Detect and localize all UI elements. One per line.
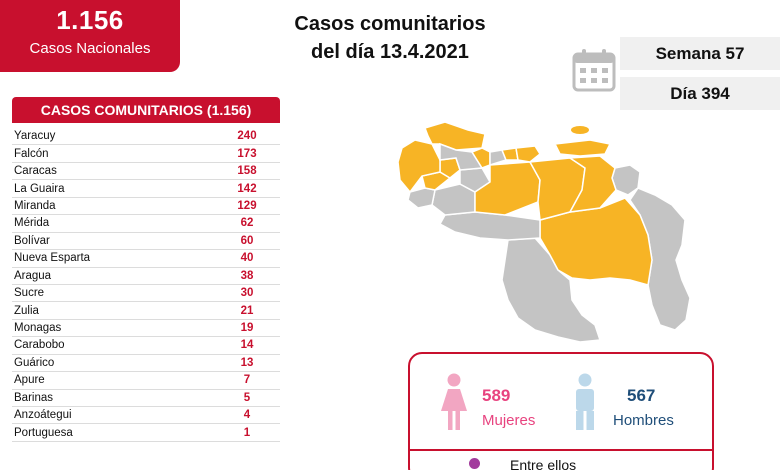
state-name: Caracas [14,165,57,178]
national-cases-banner: 1.156 Casos Nacionales [0,0,180,72]
calendar-icon [572,49,616,92]
national-cases-count: 1.156 [56,5,124,35]
footer-text: Entre ellos [510,457,577,470]
table-row: Anzoátegui 4 [12,407,280,425]
table-row: Zulia 21 [12,302,280,320]
table-row: Nueva Esparta 40 [12,250,280,268]
state-cases: 40 [240,252,254,265]
state-name: Miranda [14,199,56,212]
state-name: Sucre [14,287,45,300]
page-title: Casos comunitarios del día 13.4.2021 [250,10,530,66]
national-cases-label: Casos Nacionales [29,40,151,57]
map-state-zulia [397,139,441,194]
cases-table: Yaracuy 240 Falcón 173 Caracas 158 La Guaira 14… [12,128,280,442]
men-label: Hombres [613,412,674,429]
state-cases: 158 [237,165,257,178]
state-name: Bolívar [14,234,50,247]
venezuela-map [397,121,691,343]
state-cases: 30 [240,287,254,300]
state-cases: 13 [240,356,254,369]
state-cases: 4 [243,409,251,422]
woman-icon [441,373,467,430]
map-state-miranda [515,145,541,163]
state-cases: 60 [240,234,254,247]
state-cases: 173 [237,147,257,160]
state-cases: 129 [237,199,257,212]
gender-panel-divider [410,449,712,451]
state-name: La Guaira [14,182,65,195]
table-row: Mérida 62 [12,215,280,233]
title-line-1: Casos comunitarios [294,13,486,35]
state-cases: 5 [243,391,251,404]
state-cases: 7 [243,374,251,387]
state-cases: 240 [237,130,257,143]
table-row: Caracas 158 [12,163,280,181]
map-state-falcon [424,121,486,151]
table-row: Aragua 38 [12,268,280,285]
map-state-monagas [567,155,617,213]
table-row: Yaracuy 240 [12,128,280,146]
table-row: Carabobo 14 [12,337,280,355]
table-row: Portuguesa 1 [12,424,280,442]
state-name: Aragua [14,269,52,282]
state-cases: 38 [240,269,254,282]
state-name: Nueva Esparta [14,252,91,265]
table-header: CASOS COMUNITARIOS (1.156) [12,97,280,123]
state-name: Falcón [14,147,49,160]
table-row: Bolívar 60 [12,233,280,251]
table-row: Monagas 19 [12,320,280,338]
day-indicator: Día 394 [620,77,780,110]
state-name: Carabobo [14,339,65,352]
table-row: Sucre 30 [12,285,280,303]
table-row: Falcón 173 [12,145,280,163]
table-row: Guárico 13 [12,355,280,373]
state-name: Monagas [14,322,62,335]
map-state-guarico [474,161,541,216]
table-row: La Guaira 142 [12,180,280,198]
state-name: Anzoátegui [14,409,72,422]
state-name: Barinas [14,391,53,404]
state-cases: 1 [243,426,251,439]
table-row: Miranda 129 [12,198,280,216]
state-name: Zulia [14,304,39,317]
women-label: Mujeres [482,412,536,429]
map-state-apure [438,211,541,241]
man-icon [576,373,594,430]
state-name: Portuguesa [14,426,73,439]
state-name: Guárico [14,356,55,369]
map-state-lara [439,142,484,171]
map-state-sucre [553,139,612,157]
women-count: 589 [482,386,511,405]
map-state-nueva-esparta [571,126,589,134]
state-name: Mérida [14,217,50,230]
state-name: Apure [14,374,45,387]
bullet-dot [469,458,480,469]
state-cases: 14 [240,339,254,352]
state-name: Yaracuy [14,130,56,143]
men-count: 567 [627,386,656,405]
map-state-tachira [407,187,436,209]
state-cases: 21 [240,304,254,317]
week-indicator: Semana 57 [620,37,780,70]
state-cases: 19 [240,322,254,335]
map-state-bolivar [539,197,653,286]
state-cases: 62 [240,217,254,230]
table-row: Barinas 5 [12,390,280,407]
title-line-2: del día 13.4.2021 [311,41,469,63]
state-cases: 142 [237,182,257,195]
table-row: Apure 7 [12,372,280,390]
